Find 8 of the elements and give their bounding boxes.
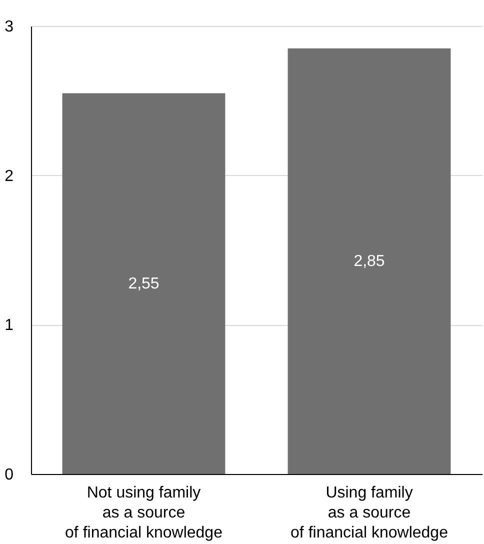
x-tick-label: Using family as a source of financial knowledge xyxy=(290,484,448,542)
y-tick-label: 1 xyxy=(4,317,14,334)
data-label: 2,55 xyxy=(128,276,160,293)
data-label: 2,85 xyxy=(354,253,385,270)
y-tick-label: 2 xyxy=(4,168,14,185)
x-tick-label: Not using family as a source of financial knowledge xyxy=(65,484,223,542)
y-tick-label: 0 xyxy=(4,466,14,484)
y-tick-label: 3 xyxy=(4,18,14,36)
